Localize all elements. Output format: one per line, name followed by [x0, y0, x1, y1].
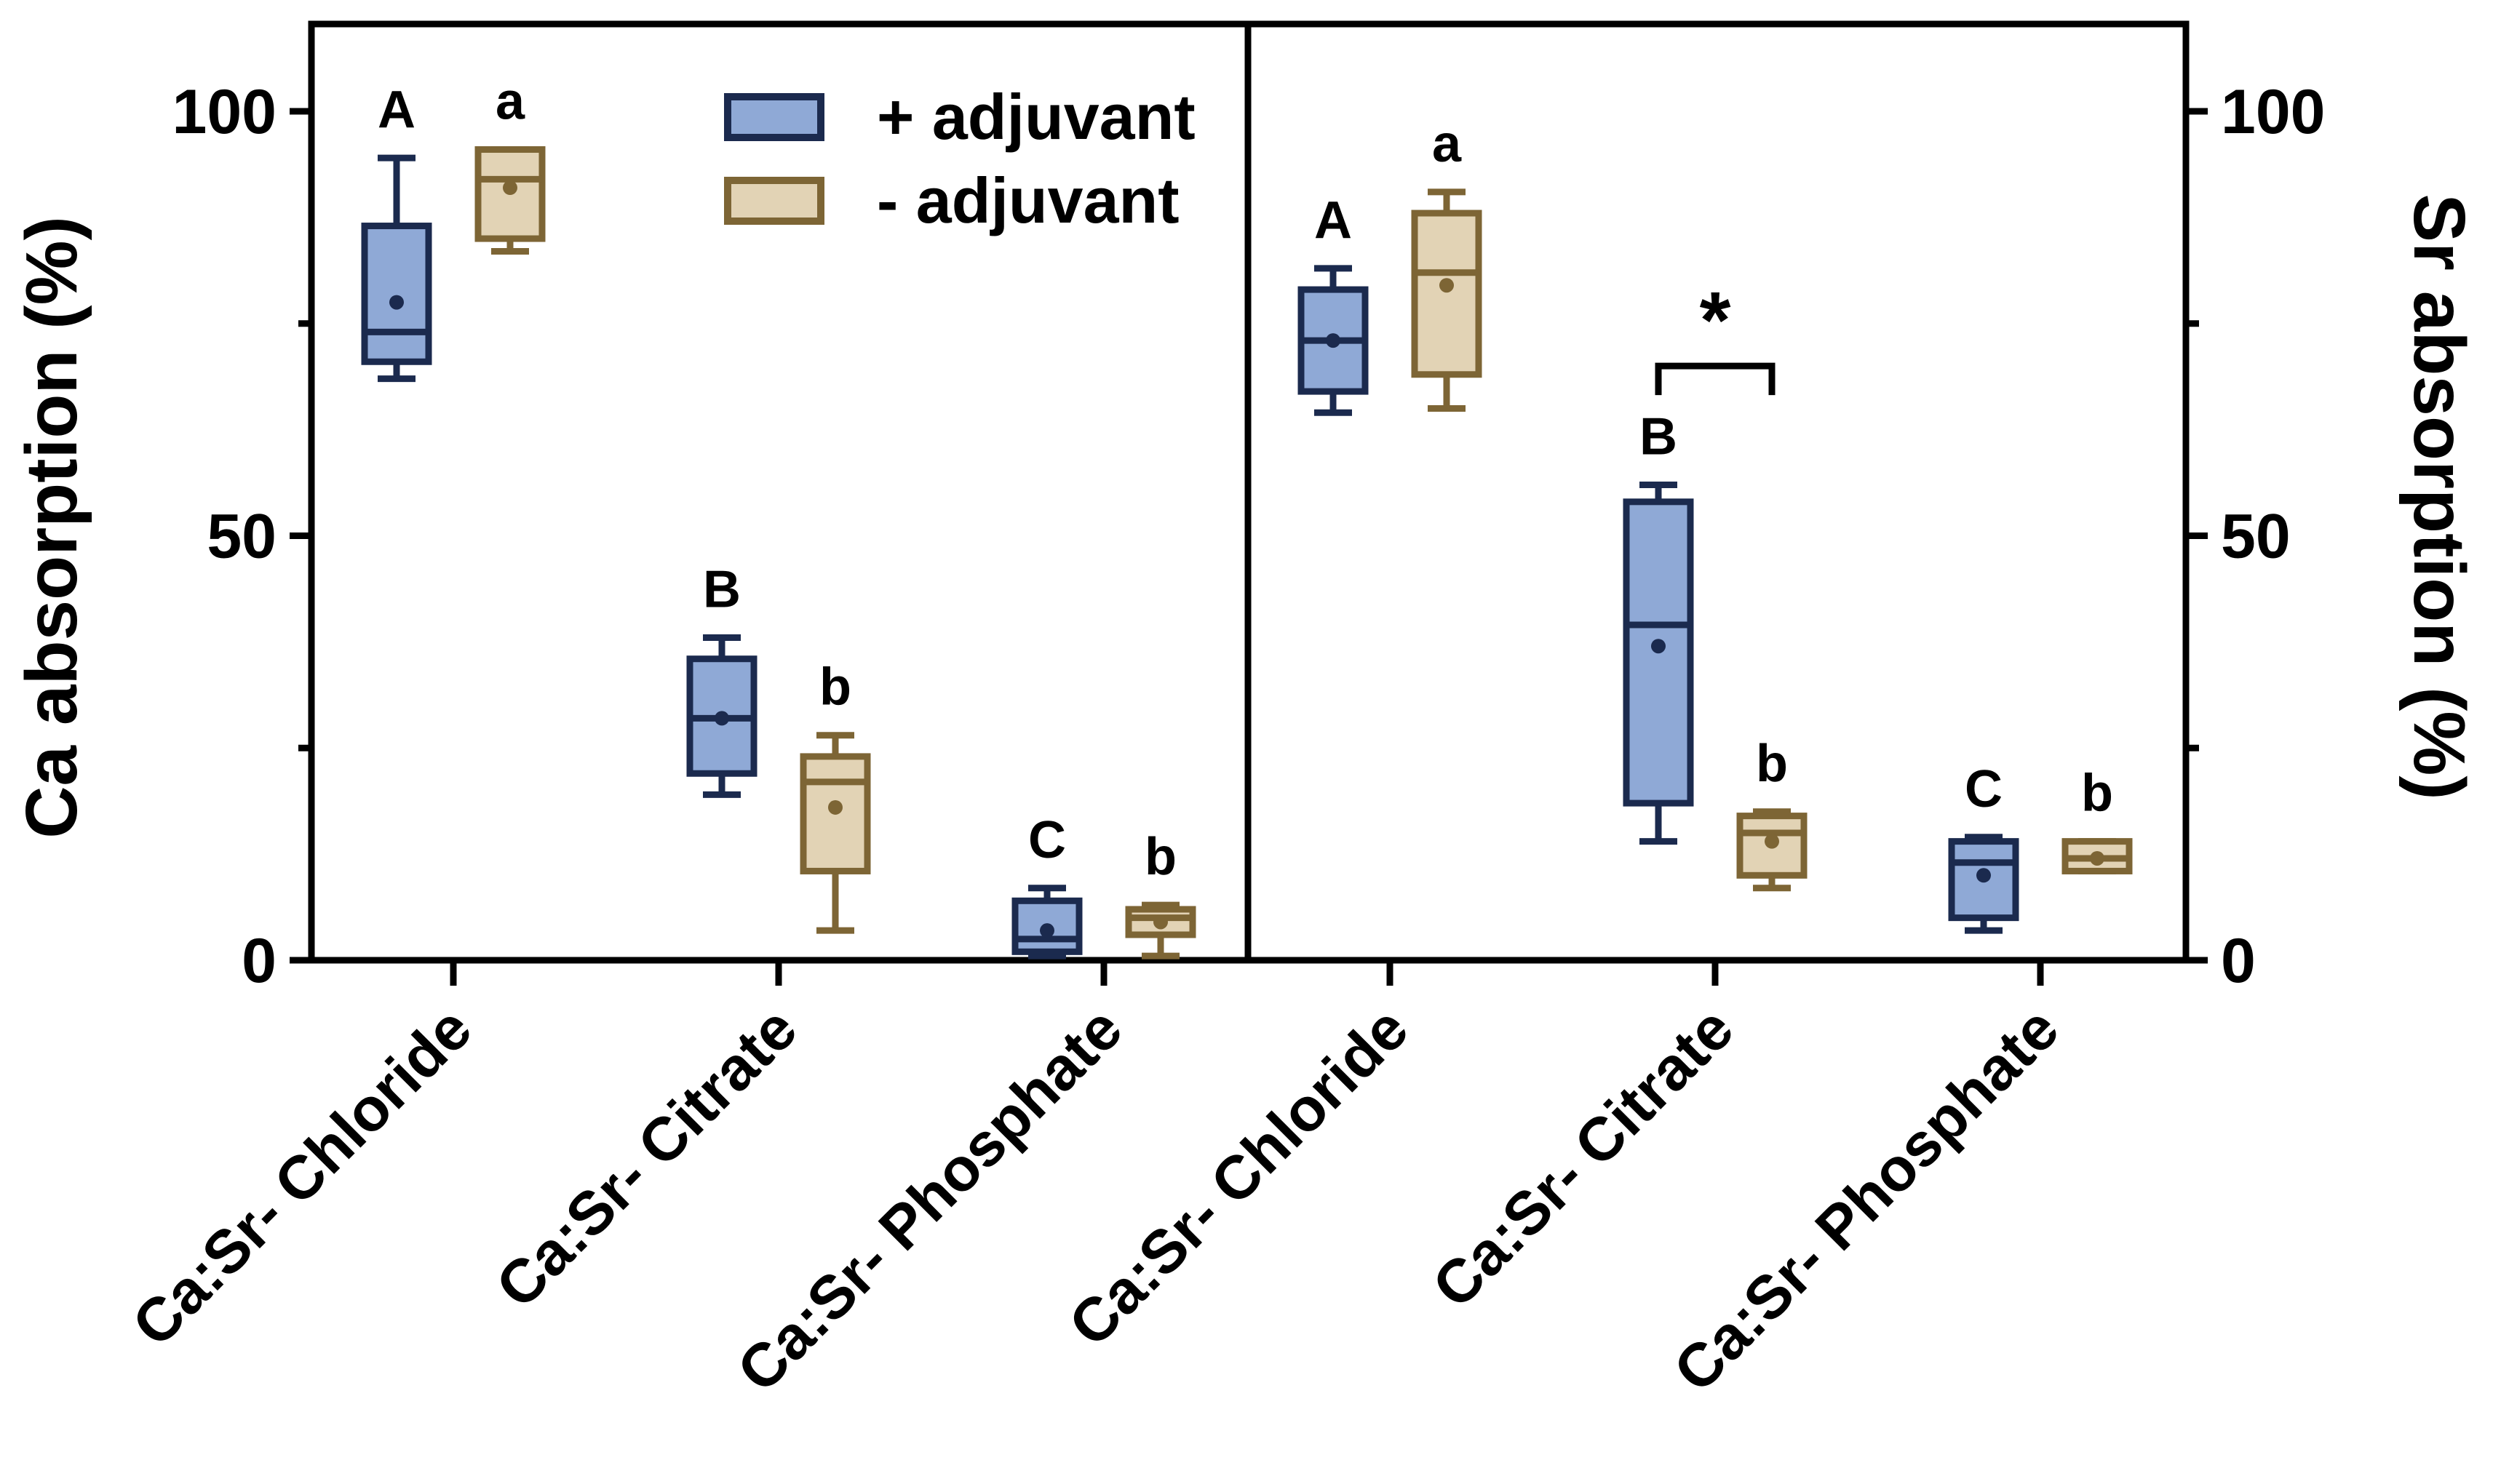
mean-marker — [1153, 914, 1168, 930]
y-tick-label-right: 50 — [2221, 502, 2291, 572]
y-tick-label-right: 0 — [2221, 926, 2256, 996]
significance-letter: b — [2081, 765, 2113, 823]
box-right-1-0: B — [1623, 407, 1694, 845]
y-tick-label-left: 100 — [172, 77, 277, 147]
box-iqr — [361, 223, 432, 365]
box-iqr — [1736, 813, 1808, 879]
box-iqr — [1011, 897, 1083, 955]
legend-swatch-adjuvant — [724, 93, 824, 141]
box-iqr — [1948, 838, 2019, 922]
mean-marker — [1439, 278, 1454, 293]
significance-letter: a — [1432, 115, 1462, 173]
box-left-0-0: A — [361, 81, 432, 383]
mean-marker — [389, 295, 404, 310]
y-axis-title-left: Ca absorption (%) — [11, 216, 92, 839]
y-tick-label-right: 100 — [2221, 77, 2326, 147]
significance-letter: B — [1639, 407, 1677, 466]
mean-marker — [1765, 834, 1779, 849]
legend-label-no-adjuvant: - adjuvant — [877, 164, 1180, 236]
mean-marker — [715, 711, 729, 726]
legend-swatch-no-adjuvant — [724, 177, 824, 225]
box-iqr — [1125, 906, 1196, 938]
significance-letter: A — [1314, 191, 1352, 250]
mean-marker — [1040, 923, 1054, 938]
legend-label-adjuvant: + adjuvant — [877, 81, 1196, 153]
significance-letter: B — [703, 561, 741, 619]
box-right-0-0: A — [1297, 191, 1369, 416]
box-left-2-1: b — [1125, 828, 1196, 960]
y-axis-title-right: Sr absorption (%) — [2398, 194, 2480, 799]
y-tick-label-left: 0 — [242, 926, 277, 996]
significance-letter: b — [819, 658, 851, 717]
box-left-1-1: b — [800, 658, 871, 934]
bracket-line — [1655, 362, 1776, 396]
significance-letter: C — [1965, 760, 2003, 818]
mean-marker — [828, 799, 843, 815]
box-left-2-0: C — [1011, 811, 1083, 960]
significance-letter: a — [496, 73, 525, 131]
box-left-0-1: a — [474, 73, 546, 255]
significance-letter: b — [1145, 828, 1177, 886]
significance-bracket: * — [1655, 276, 1776, 396]
significance-letter: C — [1028, 811, 1066, 869]
mean-marker — [1976, 868, 1991, 883]
mean-marker — [2090, 850, 2104, 866]
significance-star: * — [1700, 276, 1731, 365]
box-left-1-0: B — [686, 561, 758, 798]
mean-marker — [1651, 639, 1666, 654]
x-tick-label-left: Ca:Sr- Chloride — [119, 994, 485, 1359]
box-right-1-1: b — [1736, 735, 1808, 892]
box-iqr — [1411, 210, 1482, 378]
significance-letter: A — [378, 81, 415, 139]
y-tick-label-left: 50 — [207, 502, 277, 572]
x-tick-label-right: Ca:Sr- Citrate — [1419, 994, 1746, 1320]
significance-letter: b — [1756, 735, 1788, 793]
box-right-2-1: b — [2061, 765, 2133, 874]
box-right-2-0: C — [1948, 760, 2019, 934]
box-right-0-1: a — [1411, 115, 1482, 412]
mean-marker — [1326, 333, 1340, 348]
x-tick-label-left: Ca:Sr- Citrate — [482, 994, 809, 1320]
mean-marker — [503, 180, 517, 196]
legend: + adjuvant - adjuvant — [724, 81, 1196, 236]
